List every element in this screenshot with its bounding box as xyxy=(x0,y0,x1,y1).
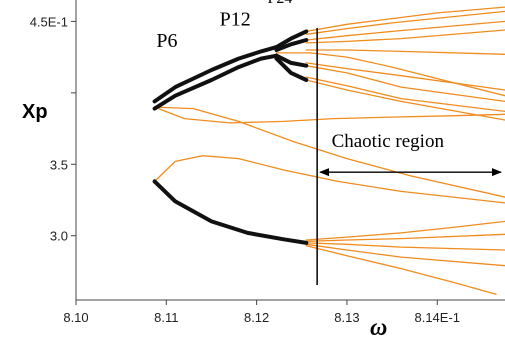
x-tick-label-4: 8.14E-1 xyxy=(414,310,460,325)
stable-branch-5 xyxy=(274,53,309,68)
annotation-2: P24 xyxy=(267,0,292,7)
y-tick-label-0: 4.5E-1 xyxy=(30,14,68,29)
unstable-branch-14 xyxy=(305,29,505,44)
stable-branch-3 xyxy=(274,29,309,50)
unstable-branch-16 xyxy=(305,62,505,91)
annotation-1: P12 xyxy=(220,9,251,31)
unstable-branch-24 xyxy=(305,245,497,295)
y-ticks: 4.5E-1 3.5 3.0 xyxy=(30,14,76,244)
x-axis-title: ω xyxy=(370,315,387,341)
axis-layer xyxy=(75,0,505,301)
unstable-branch-19 xyxy=(305,79,505,121)
x-ticks: 8.10 8.11 8.12 8.13 8.14E-1 xyxy=(63,300,460,325)
y-axis-title: Xp xyxy=(22,101,48,123)
chaotic-region-arrow xyxy=(319,168,502,177)
annotation-0: P6 xyxy=(156,30,177,52)
x-tick-label-1: 8.11 xyxy=(154,310,178,325)
unstable-branch-8 xyxy=(153,106,505,198)
unstable-branch-11 xyxy=(305,6,505,33)
annotation-3: Chaotic region xyxy=(332,131,445,152)
unstable-branch-10 xyxy=(275,52,505,97)
unstable-branch-18 xyxy=(305,76,505,113)
unstable-branch-23 xyxy=(305,243,505,267)
stable-branch-1 xyxy=(152,53,279,111)
y-tick-label-2: 3.5 xyxy=(50,157,68,172)
stable-branch-2 xyxy=(152,179,309,245)
unstable-branch-13 xyxy=(305,20,505,41)
unstable-branch-12 xyxy=(305,10,505,35)
unstable-branch-22 xyxy=(305,242,505,251)
unstable-branch-21 xyxy=(305,233,505,243)
stable-branch-4 xyxy=(274,38,309,52)
unstable-branch-15 xyxy=(305,49,505,55)
arrow-head-right xyxy=(492,168,502,177)
arrow-head-left xyxy=(319,168,330,177)
x-tick-label-2: 8.12 xyxy=(244,310,269,325)
x-tick-label-3: 8.13 xyxy=(334,310,359,325)
unstable-branch-7 xyxy=(153,106,505,124)
unstable-branch-17 xyxy=(305,65,505,103)
y-tick-label-3: 3.0 xyxy=(50,229,68,244)
stable-branch-6 xyxy=(274,56,309,82)
stable-branch-0 xyxy=(152,45,279,104)
series-layer xyxy=(152,6,505,295)
unstable-branch-9 xyxy=(153,155,505,204)
x-tick-label-0: 8.10 xyxy=(63,310,88,325)
unstable-branch-20 xyxy=(305,220,505,241)
annotations: P6 P12 P24 Chaotic region xyxy=(156,0,444,152)
